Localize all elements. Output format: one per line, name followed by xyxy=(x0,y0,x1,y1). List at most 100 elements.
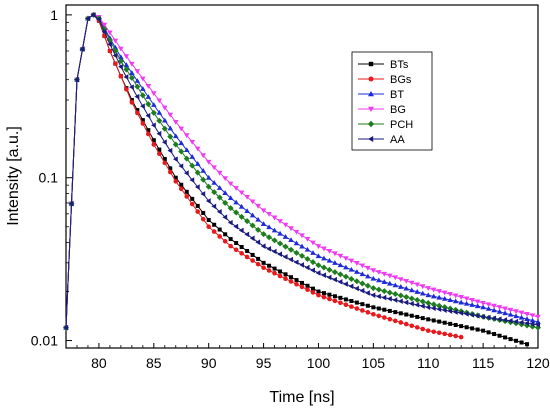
x-tick-label: 90 xyxy=(201,355,217,371)
series-line xyxy=(65,14,539,329)
legend-label: BT xyxy=(390,89,404,101)
data-point xyxy=(382,315,387,320)
series-line xyxy=(65,14,539,328)
data-point xyxy=(272,266,277,271)
y-tick-label: 1 xyxy=(50,7,58,23)
data-point xyxy=(200,176,207,183)
data-point xyxy=(260,221,267,226)
data-point xyxy=(496,305,503,310)
data-point xyxy=(332,251,338,257)
data-point xyxy=(233,247,239,253)
data-point xyxy=(245,248,250,253)
legend-label: BGs xyxy=(390,74,412,86)
data-point xyxy=(408,287,415,293)
data-point xyxy=(205,183,212,190)
data-point xyxy=(337,253,344,259)
data-point xyxy=(233,209,240,216)
data-point xyxy=(459,324,464,329)
data-point xyxy=(343,297,348,302)
data-point xyxy=(129,100,135,105)
data-point xyxy=(502,306,508,312)
data-point xyxy=(271,237,278,244)
data-point xyxy=(123,74,129,80)
data-point xyxy=(168,166,173,171)
data-point xyxy=(227,195,234,201)
legend-marker xyxy=(367,120,375,128)
data-point xyxy=(90,12,96,18)
data-point xyxy=(514,338,519,343)
data-point xyxy=(304,264,310,271)
data-point xyxy=(156,117,163,124)
series-line xyxy=(65,14,528,345)
data-point xyxy=(216,194,223,201)
data-point xyxy=(113,61,118,66)
data-point xyxy=(200,153,207,159)
data-point xyxy=(134,78,141,83)
data-point xyxy=(524,316,530,322)
data-point xyxy=(404,312,409,317)
data-point xyxy=(260,243,266,249)
data-point xyxy=(332,298,338,304)
y-axis-label: Intensity [a.u.] xyxy=(5,126,22,226)
data-point xyxy=(486,330,491,335)
data-point xyxy=(360,308,365,313)
data-point xyxy=(256,256,261,261)
legend-marker xyxy=(368,91,374,97)
data-point xyxy=(194,146,201,152)
data-point xyxy=(327,296,332,302)
data-point xyxy=(277,219,283,224)
plot-frame xyxy=(65,4,539,349)
series-line xyxy=(65,14,539,328)
data-point xyxy=(447,308,453,314)
data-point xyxy=(107,41,112,48)
data-point xyxy=(200,191,206,197)
data-point xyxy=(507,317,513,324)
data-point xyxy=(266,234,273,241)
data-point xyxy=(343,264,349,270)
data-point xyxy=(85,15,90,22)
data-point xyxy=(507,307,514,313)
data-point xyxy=(419,298,426,305)
data-point xyxy=(288,279,294,284)
data-point xyxy=(425,300,432,307)
data-point xyxy=(326,257,333,263)
data-point xyxy=(304,246,311,252)
data-point xyxy=(419,290,426,296)
data-point xyxy=(260,208,267,214)
data-point xyxy=(266,268,272,273)
data-point xyxy=(140,121,146,126)
data-point xyxy=(309,259,316,266)
data-point xyxy=(211,189,218,196)
data-point xyxy=(480,313,486,320)
data-point xyxy=(496,308,503,314)
data-point xyxy=(430,293,437,299)
data-point xyxy=(299,243,305,249)
x-tick-label: 105 xyxy=(362,355,386,371)
data-point xyxy=(68,200,74,207)
data-point xyxy=(124,87,129,92)
data-point xyxy=(211,165,217,171)
data-point xyxy=(293,259,299,266)
data-point xyxy=(485,314,491,321)
data-point xyxy=(409,313,414,318)
data-point xyxy=(178,140,185,146)
data-point xyxy=(458,295,464,300)
data-point xyxy=(349,304,354,309)
data-point xyxy=(475,327,480,332)
data-point xyxy=(364,282,371,289)
data-point xyxy=(161,125,168,132)
data-point xyxy=(463,300,470,306)
data-point xyxy=(470,326,475,331)
data-point xyxy=(497,333,502,338)
data-point xyxy=(249,212,256,218)
data-point xyxy=(223,232,228,237)
data-point xyxy=(453,322,458,327)
data-point xyxy=(359,271,366,277)
data-point xyxy=(238,190,245,196)
data-point xyxy=(387,273,393,279)
data-point xyxy=(151,142,157,147)
x-axis-label: Time [ns] xyxy=(269,389,334,406)
data-point xyxy=(370,275,377,281)
data-point xyxy=(485,305,492,311)
data-point xyxy=(326,248,333,254)
